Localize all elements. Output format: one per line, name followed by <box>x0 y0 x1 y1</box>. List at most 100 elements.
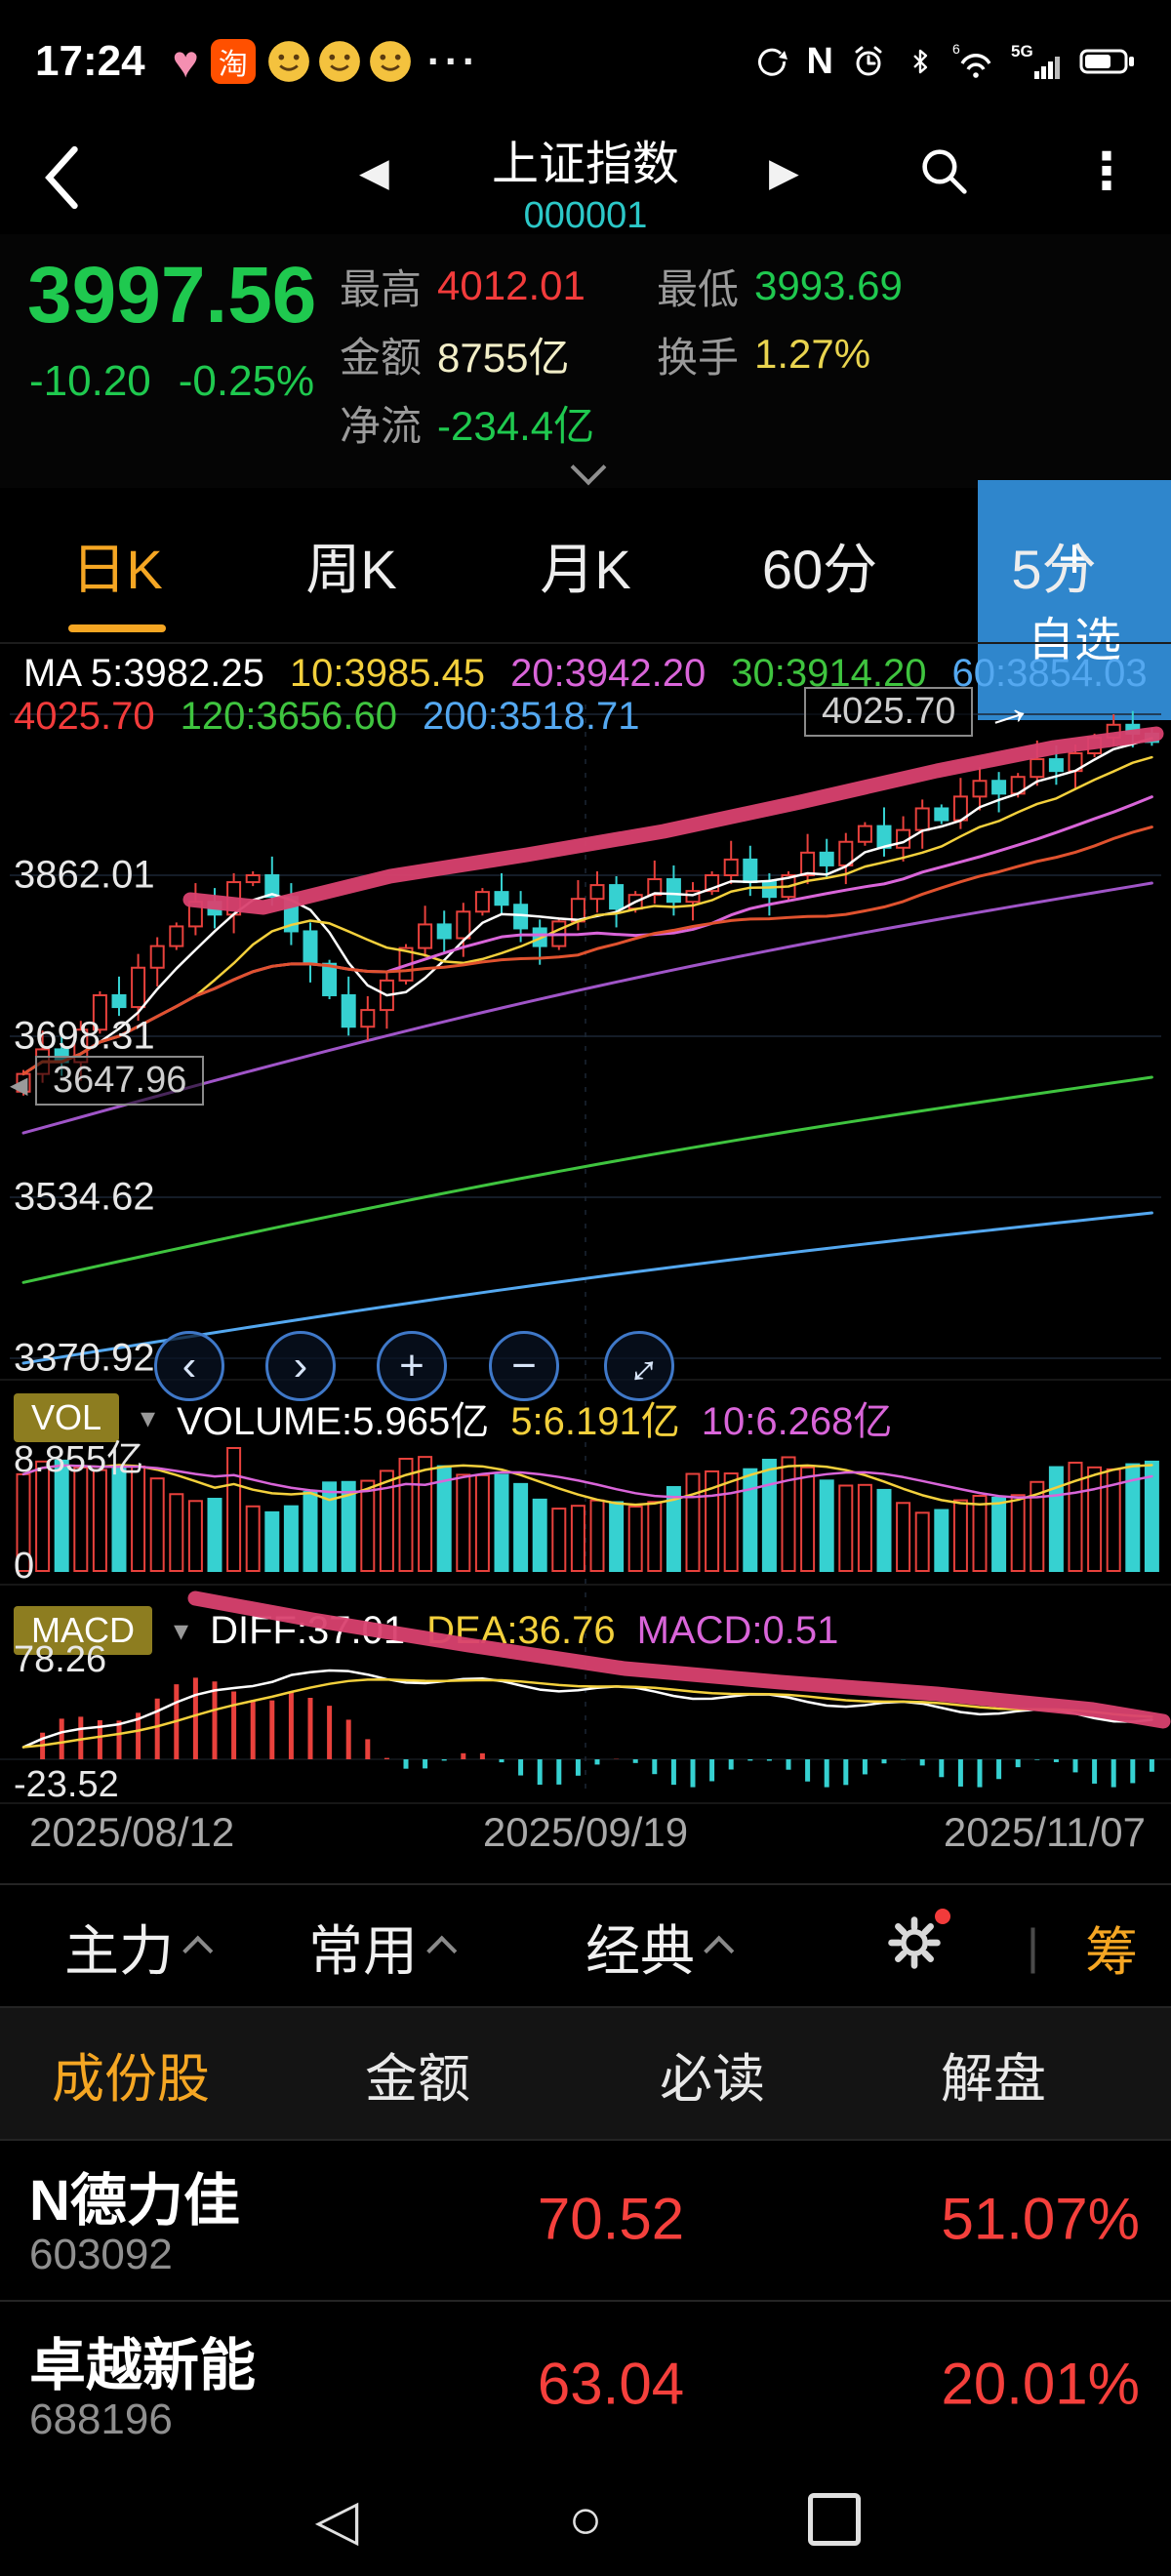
index-change: -10.20 -0.25% <box>29 357 314 406</box>
nav-bar: ◀ 上证指数 000001 ▶ ⋮ <box>0 123 1171 236</box>
tab-label: 5分 <box>1011 538 1097 600</box>
back-chevron-icon <box>45 145 78 210</box>
netflow-value: -234.4亿 <box>437 402 595 449</box>
y-axis-label: 3370.92 <box>14 1336 155 1380</box>
y-axis-label: 3862.01 <box>14 853 155 897</box>
chevron-up-icon <box>426 1935 458 1966</box>
amount-label: 金额 <box>340 334 423 381</box>
left-price-tag: 3647.96 <box>35 1056 205 1106</box>
tab-must-read[interactable]: 必读 <box>660 2008 765 2139</box>
settings-button[interactable] <box>886 1909 950 1976</box>
macd-dropdown-icon[interactable]: ▾ <box>174 1614 189 1647</box>
dea-value: DEA:36.76 <box>426 1608 616 1652</box>
ma-legend-row1: MA 5:3982.25 10:3985.45 20:3942.20 30:39… <box>23 652 1148 696</box>
date-start: 2025/08/12 <box>29 1809 235 1855</box>
indicator-menu-row: 主力 常用 经典 | 筹 <box>0 1883 1171 2008</box>
add-watchlist-button[interactable]: + 自选 <box>978 480 1171 720</box>
subtab-label: 必读 <box>660 2049 765 2109</box>
stock-name: N德力佳 <box>29 2169 240 2233</box>
gear-icon <box>888 1916 941 1969</box>
zoom-out-button[interactable]: − <box>489 1331 559 1401</box>
prev-stock-button[interactable]: ◀ <box>359 151 389 194</box>
tab-amount[interactable]: 金额 <box>365 2008 470 2139</box>
page-title: 上证指数 <box>491 139 679 190</box>
constituent-stock-list: N德力佳 603092 70.52 51.07% 卓越新能 688196 63.… <box>0 2137 1171 2467</box>
more-menu-button[interactable]: ⋮ <box>1081 143 1132 200</box>
ma200-value: 200:3518.71 <box>423 695 640 738</box>
menu-chips[interactable]: 筹 <box>1085 1885 1138 2008</box>
menu-common[interactable]: 常用 <box>308 1885 458 2008</box>
tab-weekly-k[interactable]: 周K <box>234 488 468 642</box>
diff-value: DIFF:37.01 <box>210 1608 406 1652</box>
content-tab-row: 成份股 金额 必读 解盘 <box>0 2006 1171 2141</box>
kline-chart-canvas[interactable] <box>0 642 1171 1862</box>
chevron-up-icon <box>182 1935 214 1966</box>
zoom-in-button[interactable]: + <box>377 1331 447 1401</box>
tab-60min[interactable]: 60分 <box>703 488 937 642</box>
android-home-button[interactable]: ○ <box>568 2487 603 2552</box>
left-axis-marker-icon: ◀ <box>10 1072 28 1099</box>
menu-classic[interactable]: 经典 <box>586 1885 735 2008</box>
tab-monthly-k[interactable]: 月K <box>468 488 703 642</box>
high-value: 4012.01 <box>437 262 586 308</box>
stock-row[interactable]: N德力佳 603092 70.52 51.07% <box>0 2137 1171 2302</box>
subtab-label: 成份股 <box>52 2049 210 2109</box>
tab-underline <box>68 624 166 632</box>
pan-left-button[interactable]: ‹ <box>154 1331 224 1401</box>
tab-5min[interactable]: 5分 <box>937 488 1171 642</box>
tab-constituents[interactable]: 成份股 <box>52 2008 210 2139</box>
network-type-label: 5G <box>1011 42 1033 60</box>
volume-ma10: 10:6.268亿 <box>701 1400 893 1443</box>
alarm-icon <box>855 46 882 76</box>
quote-panel: 3997.56 -10.20 -0.25% 最高 4012.01 最低 3993.6… <box>0 234 1171 720</box>
svg-text:6: 6 <box>952 42 960 57</box>
ma60-value: 60:3854.03 <box>951 652 1148 695</box>
volume-header: VOL ▾ VOLUME:5.965亿 5:6.191亿 10:6.268亿 <box>14 1389 892 1446</box>
pan-right-button[interactable]: › <box>265 1331 336 1401</box>
chevron-up-icon <box>704 1935 735 1966</box>
data-sync-icon <box>757 48 787 76</box>
android-back-button[interactable]: ◁ <box>314 2488 359 2552</box>
wifi-icon: 6 <box>952 42 991 78</box>
low-value: 3993.69 <box>754 262 903 308</box>
next-stock-button[interactable]: ▶ <box>769 151 799 194</box>
kline-chart-area[interactable]: MA 5:3982.25 10:3985.45 20:3942.20 30:39… <box>0 642 1171 1862</box>
search-icon <box>922 149 967 194</box>
menu-main-force[interactable]: 主力 <box>64 1885 214 2008</box>
vol-indicator-badge[interactable]: VOL <box>14 1393 120 1442</box>
menu-label: 常用 <box>308 1919 418 1982</box>
stock-price: 63.04 <box>537 2351 685 2416</box>
volume-ma5: 5:6.191亿 <box>510 1400 680 1443</box>
stock-name: 卓越新能 <box>29 2334 257 2397</box>
stock-row[interactable]: 卓越新能 688196 63.04 20.01% <box>0 2302 1171 2467</box>
emoji-face-icon <box>369 41 411 82</box>
vol-dropdown-icon[interactable]: ▾ <box>141 1401 156 1434</box>
search-button[interactable] <box>917 144 972 204</box>
tab-analysis[interactable]: 解盘 <box>941 2008 1046 2139</box>
signal-5g-icon: 5G <box>1011 42 1060 79</box>
zoom-out-icon: − <box>511 1342 537 1389</box>
stock-code: 603092 <box>29 2231 173 2278</box>
status-bar: 17:24 ♥ 淘 ··· N 6 5G <box>0 0 1171 123</box>
volume-zero-label: 0 <box>14 1546 35 1587</box>
high-label: 最高 <box>340 265 423 312</box>
tab-daily-k[interactable]: 日K <box>0 488 234 642</box>
volume-value: VOLUME:5.965亿 <box>177 1400 490 1443</box>
tab-label: 60分 <box>761 538 878 600</box>
emoji-face-icon <box>267 41 309 82</box>
y-axis-label: 3698.31 <box>14 1014 155 1058</box>
clock: 17:24 <box>35 37 145 85</box>
netflow-label: 净流 <box>340 402 423 449</box>
taobao-app-icon: 淘 <box>210 39 256 84</box>
tab-label: 日K <box>71 538 163 600</box>
android-recents-button[interactable] <box>808 2493 861 2546</box>
macd-indicator-badge[interactable]: MACD <box>14 1606 152 1655</box>
fullscreen-button[interactable]: ↔ <box>604 1331 674 1401</box>
change-percent: -0.25% <box>178 357 315 405</box>
tab-label: 月K <box>540 538 631 600</box>
back-button[interactable] <box>35 141 86 220</box>
plus-icon: + <box>1058 527 1091 590</box>
taobao-glyph: 淘 <box>218 49 248 81</box>
menu-label: 主力 <box>64 1919 174 1982</box>
